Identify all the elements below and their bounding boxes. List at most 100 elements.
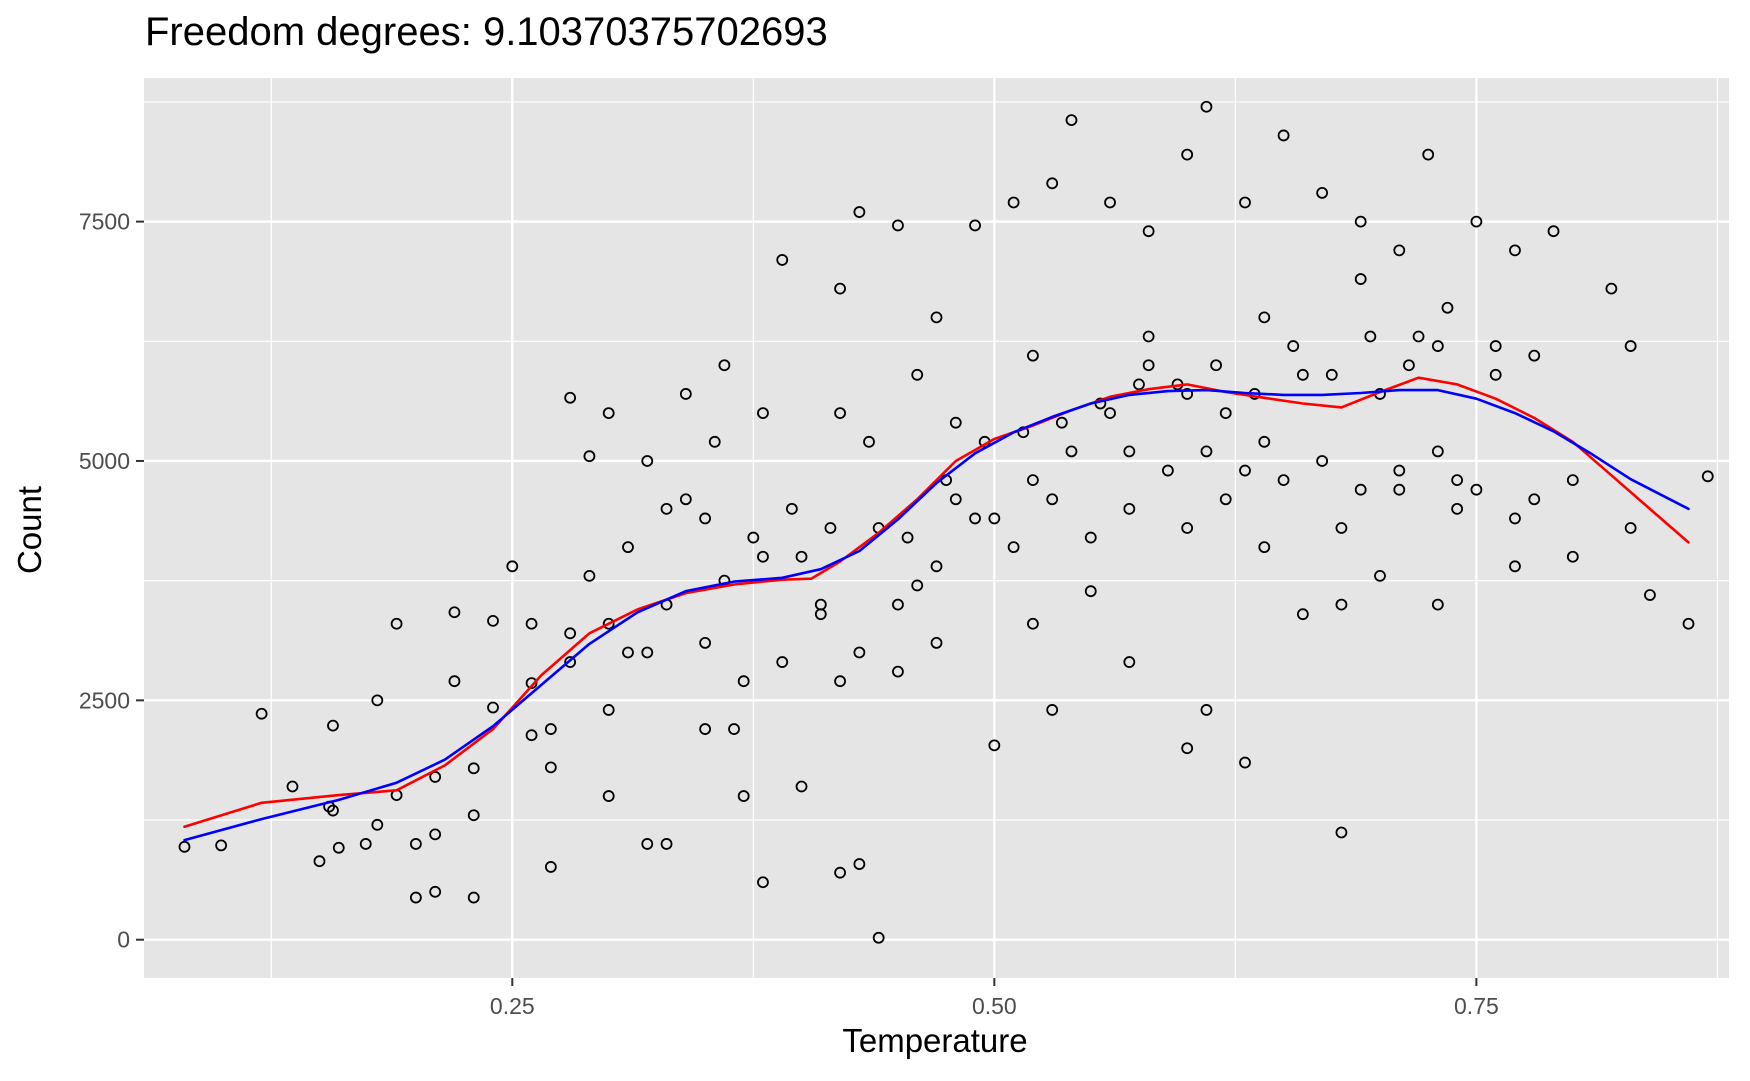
data-point	[1354, 483, 1367, 496]
data-point	[1046, 177, 1059, 190]
data-point	[622, 541, 634, 554]
data-point	[1219, 407, 1232, 420]
data-point	[1258, 311, 1271, 324]
data-point	[583, 569, 596, 582]
data-point	[1200, 445, 1213, 458]
data-point	[487, 701, 499, 714]
x-tick-label: 0.50	[972, 993, 1017, 1019]
data-point	[1123, 445, 1136, 458]
data-point	[737, 790, 750, 802]
data-point	[1296, 368, 1309, 381]
data-point	[1258, 435, 1271, 448]
data-point	[1566, 550, 1579, 563]
data-point	[1287, 340, 1300, 352]
data-point	[429, 885, 442, 898]
data-point	[795, 550, 808, 563]
data-point	[487, 614, 499, 627]
data-point	[1277, 474, 1290, 487]
data-point	[359, 838, 372, 850]
data-point	[467, 891, 480, 904]
data-point	[525, 617, 538, 630]
data-point	[1335, 598, 1348, 611]
data-point	[1181, 148, 1194, 161]
data-point	[814, 608, 827, 621]
data-point	[892, 598, 904, 611]
data-point	[1354, 273, 1367, 285]
data-point	[930, 636, 943, 649]
data-point	[564, 656, 577, 668]
data-point	[824, 522, 837, 534]
data-point	[892, 219, 904, 232]
data-point	[313, 855, 326, 868]
data-point	[1489, 368, 1502, 381]
data-point	[1412, 330, 1425, 343]
data-point	[1547, 225, 1560, 238]
y-tick-label: 5000	[79, 448, 130, 474]
data-point	[525, 677, 538, 690]
data-point	[1605, 282, 1618, 295]
data-point	[641, 646, 654, 659]
data-point	[1316, 186, 1329, 199]
data-point	[930, 560, 943, 573]
data-point	[988, 739, 1001, 752]
data-point	[1431, 598, 1444, 611]
data-point	[564, 391, 577, 404]
data-point	[1065, 114, 1078, 127]
data-point	[1104, 196, 1116, 209]
data-point	[602, 407, 615, 420]
data-point	[1489, 340, 1502, 352]
data-point	[1084, 585, 1097, 598]
data-point	[544, 761, 557, 774]
data-point	[1335, 826, 1348, 839]
data-point	[583, 450, 596, 463]
data-point	[1644, 589, 1656, 601]
data-point	[641, 455, 654, 467]
data-point	[1316, 455, 1329, 467]
data-point	[1123, 656, 1136, 668]
data-point	[699, 512, 712, 525]
data-point	[757, 407, 769, 420]
data-point	[1142, 359, 1155, 372]
data-point	[327, 804, 339, 817]
data-point	[1046, 493, 1059, 506]
data-point	[969, 219, 981, 232]
data-point	[286, 780, 299, 793]
blue-smooth-curve	[183, 388, 1690, 842]
data-point	[1509, 244, 1521, 257]
data-point	[564, 627, 577, 640]
data-point	[988, 512, 1001, 525]
data-point	[892, 665, 904, 678]
data-point	[641, 838, 654, 850]
data-point	[679, 388, 692, 400]
data-point	[1181, 742, 1194, 755]
data-point	[1027, 349, 1039, 362]
data-point	[1403, 359, 1415, 372]
data-point	[1123, 502, 1136, 515]
data-point	[834, 866, 846, 879]
data-point	[1055, 416, 1068, 429]
data-point	[1431, 445, 1444, 458]
data-point	[949, 493, 962, 506]
data-point	[409, 891, 422, 904]
data-point	[1701, 470, 1714, 483]
y-tick-label: 7500	[79, 209, 130, 235]
data-point	[467, 762, 480, 775]
data-point	[1200, 704, 1213, 716]
data-point	[1181, 388, 1194, 400]
data-point	[776, 254, 789, 266]
data-point	[795, 780, 808, 793]
data-point	[1181, 522, 1194, 534]
data-point	[660, 502, 673, 515]
data-point	[1046, 704, 1059, 716]
data-point	[901, 531, 914, 544]
data-point	[1007, 196, 1020, 209]
data-point	[1027, 617, 1039, 630]
data-point	[1624, 340, 1637, 352]
data-point	[448, 606, 461, 619]
data-point	[1566, 474, 1579, 487]
data-point	[853, 206, 866, 218]
data-point	[429, 771, 442, 783]
data-point	[747, 531, 760, 544]
